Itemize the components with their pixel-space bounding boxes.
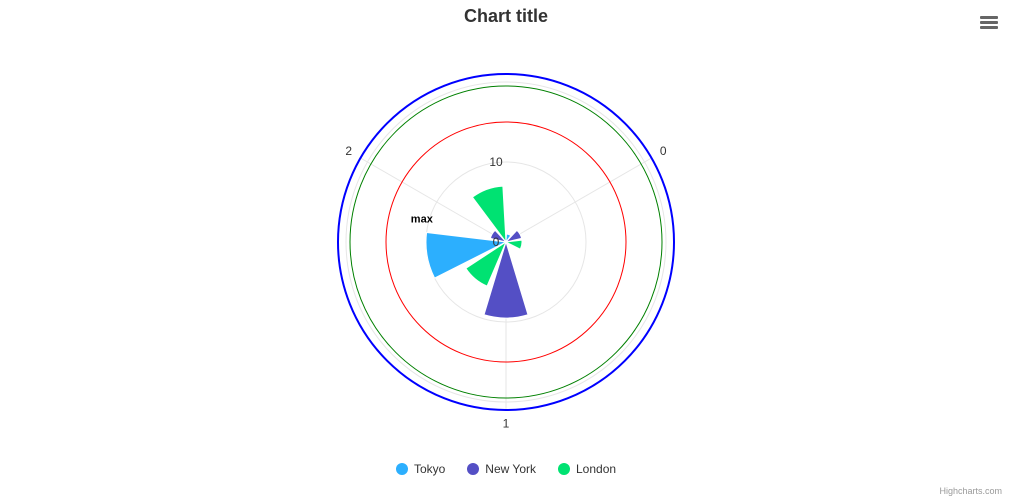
hamburger-menu-icon-line [980,21,998,24]
column-tokyo [425,231,508,279]
column-new-york [489,229,508,243]
radial-grid-line [505,157,652,243]
column-london [504,239,523,250]
legend-label: New York [485,462,536,476]
column-london [465,240,508,287]
chart-title: Chart title [463,6,548,26]
legend: Tokyo New York London [0,462,1012,476]
legend-symbol [558,463,570,475]
column-new-york [483,240,529,319]
legend-item-tokyo[interactable]: Tokyo [395,462,446,476]
column-new-york [504,229,523,243]
y-tick-label: 10 [489,155,503,169]
legend-symbol [467,463,480,475]
plot-band-circle [337,73,675,411]
legend-label: Tokyo [413,462,446,476]
annotation-label: max [411,214,434,226]
category-label: 1 [503,417,510,431]
plot-band-circle [385,121,627,363]
category-label: 0 [660,144,667,158]
radial-grid-line [360,157,507,243]
context-menu-button[interactable] [978,14,1000,36]
legend-item-london[interactable]: London [558,462,616,476]
plot-band-circle [349,85,663,399]
y-tick-label: 0 [493,235,500,249]
legend-label: London [576,462,617,476]
legend-symbol [395,463,408,475]
column-london [471,185,507,244]
legend-item-new-york[interactable]: New York [467,462,536,476]
hamburger-menu-icon [980,16,998,19]
credits-link[interactable]: Highcharts.com [939,486,1002,496]
hamburger-menu-icon-line [980,26,998,29]
category-label: 2 [345,144,352,158]
